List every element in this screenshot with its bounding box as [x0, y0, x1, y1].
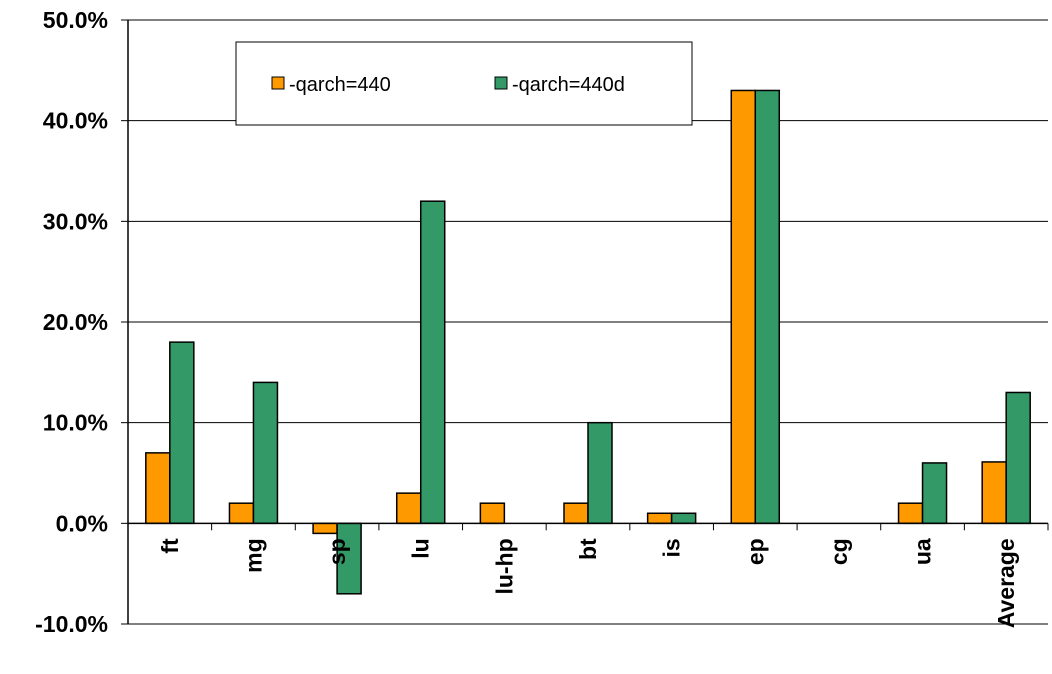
y-tick-labels: -10.0% 0.0% 10.0% 20.0% 30.0% 40.0% 50.0%: [35, 7, 108, 637]
category-label: lu-hp: [491, 538, 517, 594]
bar-series-2: [252, 381, 279, 525]
axes: [127, 20, 1049, 624]
category-label: ua: [910, 538, 936, 565]
bar-series-1: [228, 502, 255, 525]
y-tick-label: 0.0%: [56, 510, 108, 536]
bars: [145, 89, 1031, 595]
y-tick-label: 30.0%: [43, 208, 108, 234]
bar-series-2: [1005, 391, 1031, 525]
bar-series-2: [587, 421, 613, 525]
category-label: ft: [157, 538, 183, 554]
legend-swatch-series-2: [494, 76, 508, 90]
legend: -qarch=440 -qarch=440d: [235, 41, 693, 126]
category-labels: ft mg sp lu lu-hp bt is ep cg ua Average: [157, 538, 1019, 628]
category-label: Average: [993, 538, 1019, 628]
bar-series-1: [897, 502, 924, 525]
bar-series-1: [395, 492, 422, 525]
category-label: is: [659, 538, 685, 557]
category-label: bt: [575, 538, 601, 560]
legend-box: [235, 41, 693, 126]
y-tick-label: -10.0%: [35, 611, 108, 637]
category-label: sp: [324, 538, 350, 565]
bar-series-1: [563, 502, 589, 525]
bar-series-1: [479, 502, 506, 525]
bar-series-2: [670, 512, 697, 525]
y-tick-label: 50.0%: [43, 7, 108, 33]
bar-series-2: [169, 341, 195, 525]
category-label: lu: [408, 538, 434, 558]
bar-series-1: [145, 452, 171, 525]
category-label: mg: [240, 538, 266, 573]
category-label: cg: [826, 538, 852, 565]
legend-label-series-2: -qarch=440d: [512, 74, 625, 96]
bar-series-2: [419, 200, 446, 525]
y-tick-label: 20.0%: [43, 309, 108, 335]
legend-swatch-series-1: [271, 76, 285, 90]
bar-series-1: [730, 89, 757, 525]
gridlines: [121, 19, 1048, 625]
bar-series-1: [312, 522, 338, 535]
bar-series-1: [646, 512, 673, 525]
y-tick-label: 40.0%: [43, 108, 108, 134]
bar-series-1: [981, 461, 1007, 525]
category-label: ep: [742, 538, 768, 565]
bar-series-2: [336, 522, 362, 595]
bar-series-2: [754, 89, 781, 525]
y-tick-label: 10.0%: [43, 410, 108, 436]
bar-series-2: [921, 462, 948, 525]
legend-label-series-1: -qarch=440: [289, 74, 391, 96]
